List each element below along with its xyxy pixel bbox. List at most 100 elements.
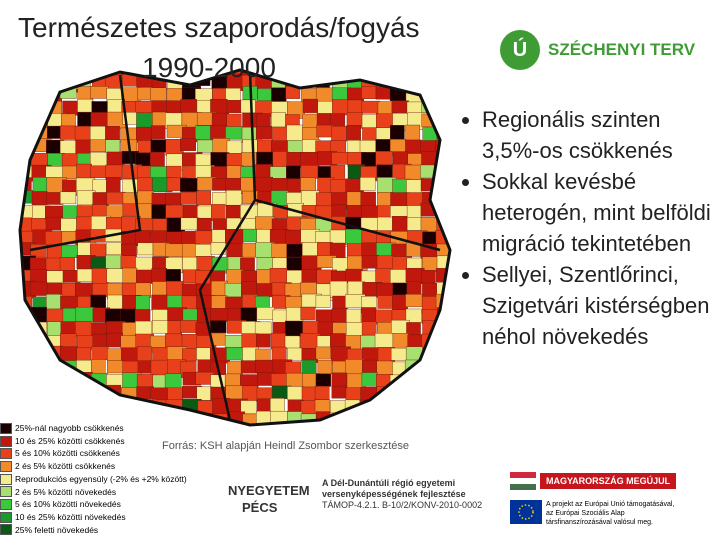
map-cell	[436, 320, 450, 338]
map-cell	[134, 309, 151, 323]
map-cell	[346, 412, 364, 425]
text: társfinanszírozásával valósul meg.	[546, 519, 653, 526]
legend-item: 10 és 25% közötti növekedés	[0, 511, 160, 524]
map-cell	[242, 190, 261, 205]
map-cell	[90, 112, 110, 127]
source: Forrás: KSH alapján Heindl Zsombor szerk…	[162, 440, 409, 452]
map-cell	[301, 359, 317, 375]
map-cell	[121, 243, 137, 258]
map-cell	[255, 333, 271, 348]
map-cell	[137, 87, 153, 101]
map-cell	[257, 88, 274, 103]
map-cell	[106, 360, 124, 374]
map-cell	[107, 294, 123, 310]
map-cell	[77, 399, 96, 413]
map-cell	[254, 321, 272, 335]
map-cell	[165, 424, 184, 425]
map-cell	[225, 424, 244, 425]
map-cell	[226, 140, 242, 154]
map-cell	[227, 256, 243, 272]
map-cell	[345, 268, 363, 283]
map-cell	[256, 269, 272, 285]
legend-label: 25%-nál nagyobb csökkenés	[15, 423, 124, 433]
map-cell	[345, 359, 365, 377]
map-cell	[195, 243, 212, 257]
map-cell	[91, 268, 109, 286]
map-cell	[302, 98, 318, 113]
map-cell	[422, 75, 439, 89]
map-cell	[20, 360, 35, 375]
map-cell	[377, 413, 393, 425]
map-cell	[390, 125, 405, 141]
map-cell	[210, 320, 227, 334]
map-cell	[152, 320, 170, 334]
map-cell	[359, 139, 377, 154]
map-cell	[287, 386, 304, 400]
legend-item: 5 és 10% közötti csökkenés	[0, 447, 160, 460]
map-cell	[375, 268, 392, 285]
map-cell	[271, 243, 289, 259]
map-cell	[346, 125, 361, 142]
map-cell	[362, 359, 378, 373]
map-cell	[393, 427, 411, 440]
map-cell	[435, 372, 450, 389]
map-cell	[151, 204, 167, 220]
map-cell	[197, 426, 215, 438]
map-cell	[269, 229, 289, 244]
map-cell	[61, 113, 76, 128]
map-cell	[302, 427, 317, 441]
map-cell	[182, 348, 197, 362]
map-cell	[331, 125, 347, 141]
text: A projekt az Európai Unió támogatásával,	[546, 501, 675, 508]
map-cell	[256, 410, 272, 425]
map-cell	[225, 126, 244, 140]
map-cell	[20, 205, 35, 220]
legend-label: 5 és 10% közötti növekedés	[15, 499, 121, 510]
map-cell	[136, 126, 153, 142]
map-cell	[20, 127, 31, 145]
map-cell	[210, 98, 228, 114]
map-cell	[270, 333, 286, 350]
map-cell	[90, 86, 109, 99]
map-cell	[20, 334, 34, 349]
legend-swatch	[0, 473, 12, 485]
map-cell	[194, 125, 211, 140]
map-cell	[405, 384, 425, 399]
map-cell	[32, 399, 50, 414]
map-cell	[405, 372, 426, 389]
map-cell	[404, 359, 423, 376]
map-cell	[315, 373, 331, 387]
legend-swatch	[0, 524, 12, 536]
map-cell	[376, 255, 394, 271]
project: A Dél-Dunántúli régió egyetemi versenyké…	[322, 478, 482, 511]
legend-swatch	[0, 448, 12, 460]
map-cell	[315, 346, 331, 360]
map-cell	[391, 412, 409, 425]
map-cell	[136, 374, 155, 389]
map-cell	[75, 139, 91, 154]
text: PÉCS	[242, 500, 278, 515]
map-cell	[300, 165, 320, 179]
map-cell	[255, 176, 273, 193]
map-cell	[20, 386, 36, 405]
map-cell	[331, 152, 350, 165]
map-cell	[45, 216, 63, 231]
legend-label: 10 és 25% közötti növekedés	[15, 511, 126, 522]
map-cell	[75, 320, 92, 337]
map-cell	[346, 423, 363, 425]
map-cell	[30, 281, 48, 296]
map-cell	[212, 178, 228, 191]
map-cell	[60, 191, 77, 205]
text: versenyképességének fejlesztése	[322, 489, 466, 499]
map-cell	[286, 243, 303, 258]
map-cell	[60, 218, 77, 233]
map-cell	[31, 360, 48, 374]
map-cell	[361, 114, 378, 129]
map-cell	[256, 113, 271, 129]
map-cells	[20, 70, 450, 441]
bullet: Sellyei, Szentlőrinci, Szigetvári kistér…	[482, 259, 718, 352]
map-cell	[60, 397, 76, 416]
map-cell	[392, 216, 408, 233]
map-cell	[420, 270, 436, 284]
legend-item: 5 és 10% közötti növekedés	[0, 498, 160, 511]
